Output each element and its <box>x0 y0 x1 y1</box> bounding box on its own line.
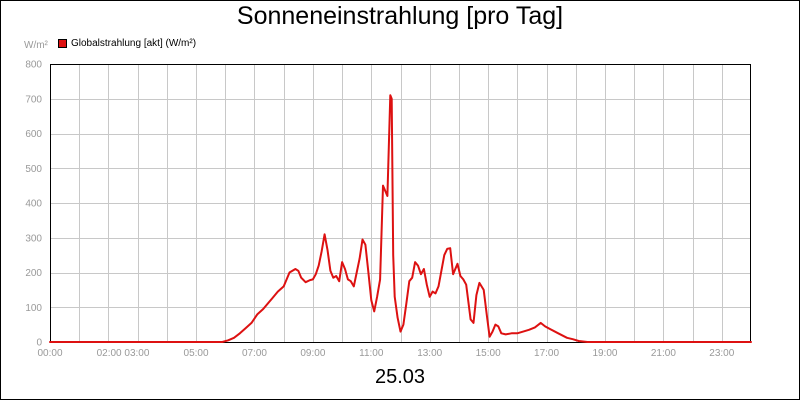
x-tick-label: 05:00 <box>184 348 209 359</box>
x-tick-label: 23:00 <box>709 348 734 359</box>
x-tick-label: 00:00 <box>37 348 62 359</box>
legend-swatch <box>58 39 67 48</box>
x-tick-label: 17:00 <box>534 348 559 359</box>
x-tick-label: 11:00 <box>359 348 384 359</box>
y-tick-label: 500 <box>25 164 42 175</box>
y-tick-label: 400 <box>25 199 42 210</box>
x-tick-label: 07:00 <box>242 348 267 359</box>
y-tick-label: 600 <box>25 129 42 140</box>
y-tick-label: 200 <box>25 268 42 279</box>
legend: Globalstrahlung [akt] (W/m²) <box>58 38 196 49</box>
x-tick-label: 13:00 <box>417 348 442 359</box>
y-tick-label: 300 <box>25 233 42 244</box>
x-tick-label: 15:00 <box>476 348 501 359</box>
date-label: 25.03 <box>374 366 426 388</box>
chart-title: Sonneneinstrahlung [pro Tag] <box>236 2 564 30</box>
legend-label: Globalstrahlung [akt] (W/m²) <box>71 38 197 49</box>
x-tick-label: 09:00 <box>300 348 325 359</box>
y-tick-label: 0 <box>36 338 42 349</box>
y-tick-label: 700 <box>25 94 42 105</box>
y-tick-label: 100 <box>25 303 42 314</box>
plot-border <box>50 64 751 343</box>
y-axis-unit-label: W/m² <box>24 40 48 51</box>
y-tick-label: 800 <box>25 60 42 71</box>
series-line-globalstrahlung <box>49 94 752 343</box>
x-tick-label: 02:00 03:00 <box>97 348 150 359</box>
x-tick-label: 21:00 <box>651 348 676 359</box>
x-tick-label: 19:00 <box>592 348 617 359</box>
